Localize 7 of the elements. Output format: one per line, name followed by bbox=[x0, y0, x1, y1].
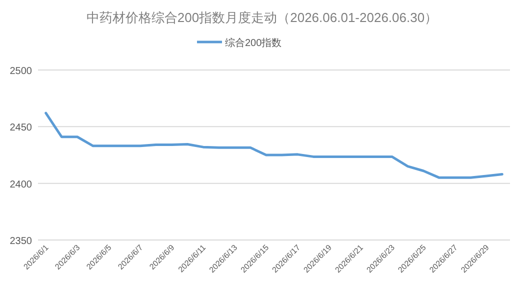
legend-label: 综合200指数 bbox=[225, 37, 282, 49]
y-tick-label: 2350 bbox=[10, 236, 32, 247]
y-tick-label: 2400 bbox=[10, 179, 32, 190]
y-tick-label: 2500 bbox=[10, 66, 32, 77]
line-series bbox=[44, 112, 504, 179]
y-tick-label: 2450 bbox=[10, 122, 32, 134]
chart-title: 中药材价格综合200指数月度走动（2026.06.01-2026.06.30） bbox=[86, 10, 438, 25]
